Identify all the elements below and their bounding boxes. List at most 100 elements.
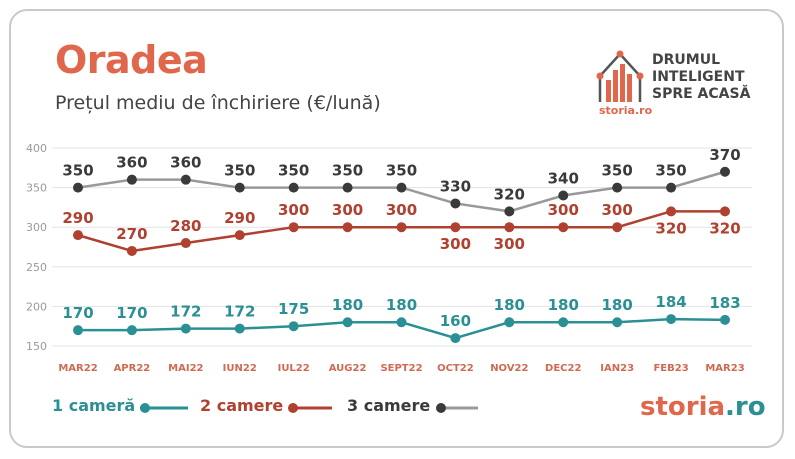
data-label: 290 <box>62 209 93 227</box>
x-tick-label: SEPT22 <box>380 363 422 374</box>
data-point <box>558 222 569 233</box>
data-point <box>720 166 730 177</box>
data-point <box>126 245 137 256</box>
data-point <box>396 182 407 193</box>
y-tick-label: 300 <box>26 221 47 234</box>
data-point <box>396 317 407 328</box>
x-tick-label: MAR23 <box>705 363 744 374</box>
data-label: 350 <box>602 162 633 180</box>
data-point <box>126 174 137 185</box>
data-point <box>73 325 83 336</box>
legend-3-camere: 3 camere <box>347 396 430 415</box>
data-point <box>234 230 245 241</box>
data-point <box>612 222 623 233</box>
data-point <box>180 323 191 334</box>
data-label: 320 <box>709 219 740 237</box>
data-point <box>450 333 461 344</box>
x-tick-label: MAI22 <box>168 363 203 374</box>
data-point <box>342 222 353 233</box>
logo-small-brand: storia.ro <box>599 104 653 117</box>
x-tick-label: IAN23 <box>600 363 634 374</box>
y-tick-label: 150 <box>26 340 47 353</box>
data-label: 350 <box>224 162 255 180</box>
data-point <box>666 182 677 193</box>
x-tick-label: MAR22 <box>58 363 97 374</box>
legend-2-camere: 2 camere <box>200 396 283 415</box>
y-tick-label: 350 <box>26 182 47 195</box>
page-title: Oradea <box>55 38 208 82</box>
data-point <box>342 182 353 193</box>
data-label: 170 <box>116 304 147 322</box>
y-tick-label: 250 <box>26 261 47 274</box>
data-label: 183 <box>709 294 740 312</box>
data-label: 370 <box>709 146 740 164</box>
data-point <box>342 317 353 328</box>
data-label: 300 <box>440 235 471 253</box>
data-label: 320 <box>494 185 525 203</box>
data-label: 270 <box>116 225 147 243</box>
data-label: 184 <box>655 293 686 311</box>
data-label: 330 <box>440 177 471 195</box>
x-tick-label: IUL22 <box>278 363 310 374</box>
data-point <box>504 206 515 217</box>
data-label: 170 <box>62 304 93 322</box>
data-label: 300 <box>548 201 579 219</box>
y-tick-label: 200 <box>26 300 47 313</box>
data-point <box>288 182 299 193</box>
data-point <box>558 190 569 201</box>
data-label: 180 <box>548 296 579 314</box>
data-point <box>504 222 515 233</box>
data-point <box>612 182 623 193</box>
data-label: 172 <box>170 303 201 321</box>
data-label: 300 <box>602 201 633 219</box>
data-label: 360 <box>116 154 147 172</box>
legend-label-1-camera: 1 cameră <box>52 396 136 415</box>
data-point <box>73 230 83 241</box>
data-point <box>558 317 569 328</box>
data-label: 180 <box>602 296 633 314</box>
data-point <box>450 222 461 233</box>
y-tick-label: 400 <box>26 142 47 155</box>
house-chart-logo-icon <box>596 50 644 102</box>
data-point <box>234 182 245 193</box>
data-point <box>180 174 191 185</box>
data-point <box>73 182 83 193</box>
data-point <box>666 206 677 217</box>
x-tick-label: OCT22 <box>437 363 474 374</box>
data-label: 172 <box>224 303 255 321</box>
data-label: 300 <box>494 235 525 253</box>
x-tick-label: NOV22 <box>490 363 528 374</box>
x-tick-label: FEB23 <box>653 363 688 374</box>
data-label: 340 <box>548 170 579 188</box>
data-point <box>450 198 461 209</box>
data-label: 350 <box>278 162 309 180</box>
x-tick-label: APR22 <box>114 363 151 374</box>
x-tick-label: AUG22 <box>329 363 367 374</box>
data-label: 180 <box>332 296 363 314</box>
legend-label-2-camere: 2 camere <box>200 396 284 415</box>
x-tick-label: IUN22 <box>223 363 257 374</box>
data-point <box>234 323 245 334</box>
data-label: 300 <box>386 201 417 219</box>
data-label: 360 <box>170 154 201 172</box>
data-label: 300 <box>332 201 363 219</box>
data-label: 300 <box>278 201 309 219</box>
data-point <box>720 206 730 217</box>
chart-card <box>9 9 784 448</box>
data-point <box>720 314 730 325</box>
data-label: 350 <box>332 162 363 180</box>
data-label: 350 <box>62 162 93 180</box>
logo-slogan: DRUMUL INTELIGENT SPRE ACASĂ <box>652 52 751 102</box>
data-point <box>666 314 677 325</box>
chart-subtitle: Prețul mediu de închiriere (€/lună) <box>55 92 381 114</box>
data-label: 350 <box>386 162 417 180</box>
data-label: 350 <box>655 162 686 180</box>
x-tick-label: DEC22 <box>545 363 581 374</box>
data-point <box>180 238 191 249</box>
data-label: 320 <box>655 219 686 237</box>
data-label: 175 <box>278 300 309 318</box>
legend-label-3-camere: 3 camere <box>347 396 431 415</box>
data-point <box>288 222 299 233</box>
data-point <box>126 325 137 336</box>
